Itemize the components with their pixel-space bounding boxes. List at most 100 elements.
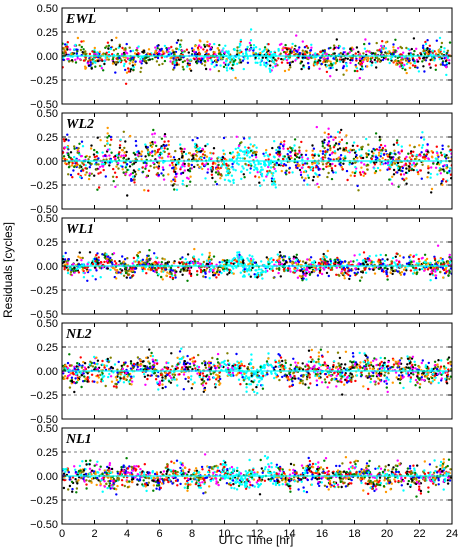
residual-point (284, 171, 287, 174)
residual-point (66, 133, 69, 136)
residual-point (93, 148, 96, 152)
residual-point (236, 251, 239, 254)
residual-point (203, 59, 207, 63)
residual-point (303, 46, 307, 49)
residual-point (383, 259, 386, 263)
residual-point (373, 171, 377, 175)
residual-point (400, 271, 404, 274)
residual-point (274, 62, 277, 66)
residual-point (62, 155, 66, 158)
residual-point (199, 61, 203, 64)
residual-point (181, 263, 185, 266)
residual-point (273, 58, 277, 61)
residual-point (218, 43, 221, 47)
residual-point (153, 132, 156, 135)
residual-point (380, 162, 384, 166)
residual-point (136, 356, 140, 359)
y-tick-label: 0.50 (37, 108, 58, 120)
residual-point (95, 269, 98, 272)
residual-point (177, 58, 181, 61)
residual-point (87, 158, 90, 161)
residual-point (124, 56, 127, 59)
residual-point (107, 44, 111, 47)
residual-point (327, 266, 330, 270)
residual-point (93, 266, 97, 269)
residual-point (265, 48, 268, 51)
residual-point (106, 139, 109, 143)
residual-point (183, 59, 186, 63)
residual-point (294, 44, 297, 48)
residual-point (177, 39, 180, 42)
residual-point (430, 270, 433, 273)
residual-point (311, 144, 314, 147)
residual-point (171, 276, 175, 280)
residual-point (412, 255, 415, 258)
residual-point (279, 142, 282, 146)
residual-point (146, 366, 149, 369)
residual-point (247, 273, 251, 276)
residual-point (62, 258, 65, 261)
residual-point (137, 251, 140, 255)
residual-point (67, 258, 71, 261)
residual-point (62, 51, 66, 54)
residual-point (436, 244, 440, 247)
residual-point (291, 60, 294, 63)
residual-point (259, 162, 262, 165)
residual-point (323, 50, 326, 53)
residual-point (191, 357, 194, 360)
residual-point (315, 166, 318, 169)
y-tick-label: 0.00 (37, 261, 58, 273)
residual-point (140, 158, 143, 161)
residual-point (87, 62, 90, 65)
residual-point (86, 263, 89, 266)
residual-point (110, 138, 113, 141)
residual-point (291, 171, 294, 174)
residual-point (215, 378, 218, 381)
residual-point (222, 152, 226, 156)
residual-point (346, 52, 349, 55)
residual-point (206, 168, 210, 171)
residual-point (381, 58, 385, 62)
residual-point (223, 51, 226, 54)
residual-point (314, 63, 317, 66)
y-tick-label: −0.25 (30, 75, 58, 87)
residual-point (427, 165, 430, 168)
residual-point (170, 352, 173, 355)
residual-point (67, 173, 70, 176)
residual-point (312, 147, 316, 150)
residual-point (300, 153, 303, 156)
residual-point (181, 154, 184, 158)
residual-point (222, 47, 225, 50)
residual-point (124, 48, 127, 51)
residual-point (79, 356, 82, 359)
residual-point (311, 149, 314, 152)
residual-point (361, 259, 365, 262)
residual-point (364, 260, 368, 264)
residual-point (429, 66, 432, 69)
residual-point (187, 376, 190, 379)
residual-point (128, 174, 131, 177)
residual-point (286, 50, 289, 53)
residual-point (252, 49, 255, 52)
residual-point (421, 256, 424, 260)
residual-point (407, 152, 410, 155)
residual-point (445, 65, 448, 69)
residual-point (144, 155, 147, 158)
residual-point (153, 361, 156, 365)
residual-point (402, 51, 405, 54)
residual-point (354, 267, 357, 270)
residual-point (93, 174, 96, 177)
residual-point (78, 166, 81, 169)
residual-point (276, 253, 279, 256)
residual-point (327, 263, 330, 266)
residual-point (178, 373, 181, 376)
residual-point (198, 146, 202, 150)
residual-point (64, 162, 67, 165)
residual-point (298, 168, 302, 172)
residual-point (201, 153, 205, 156)
residual-point (115, 36, 118, 39)
residual-point (313, 161, 316, 165)
residual-point (322, 167, 325, 171)
residual-point (355, 259, 359, 262)
residual-point (117, 162, 120, 165)
